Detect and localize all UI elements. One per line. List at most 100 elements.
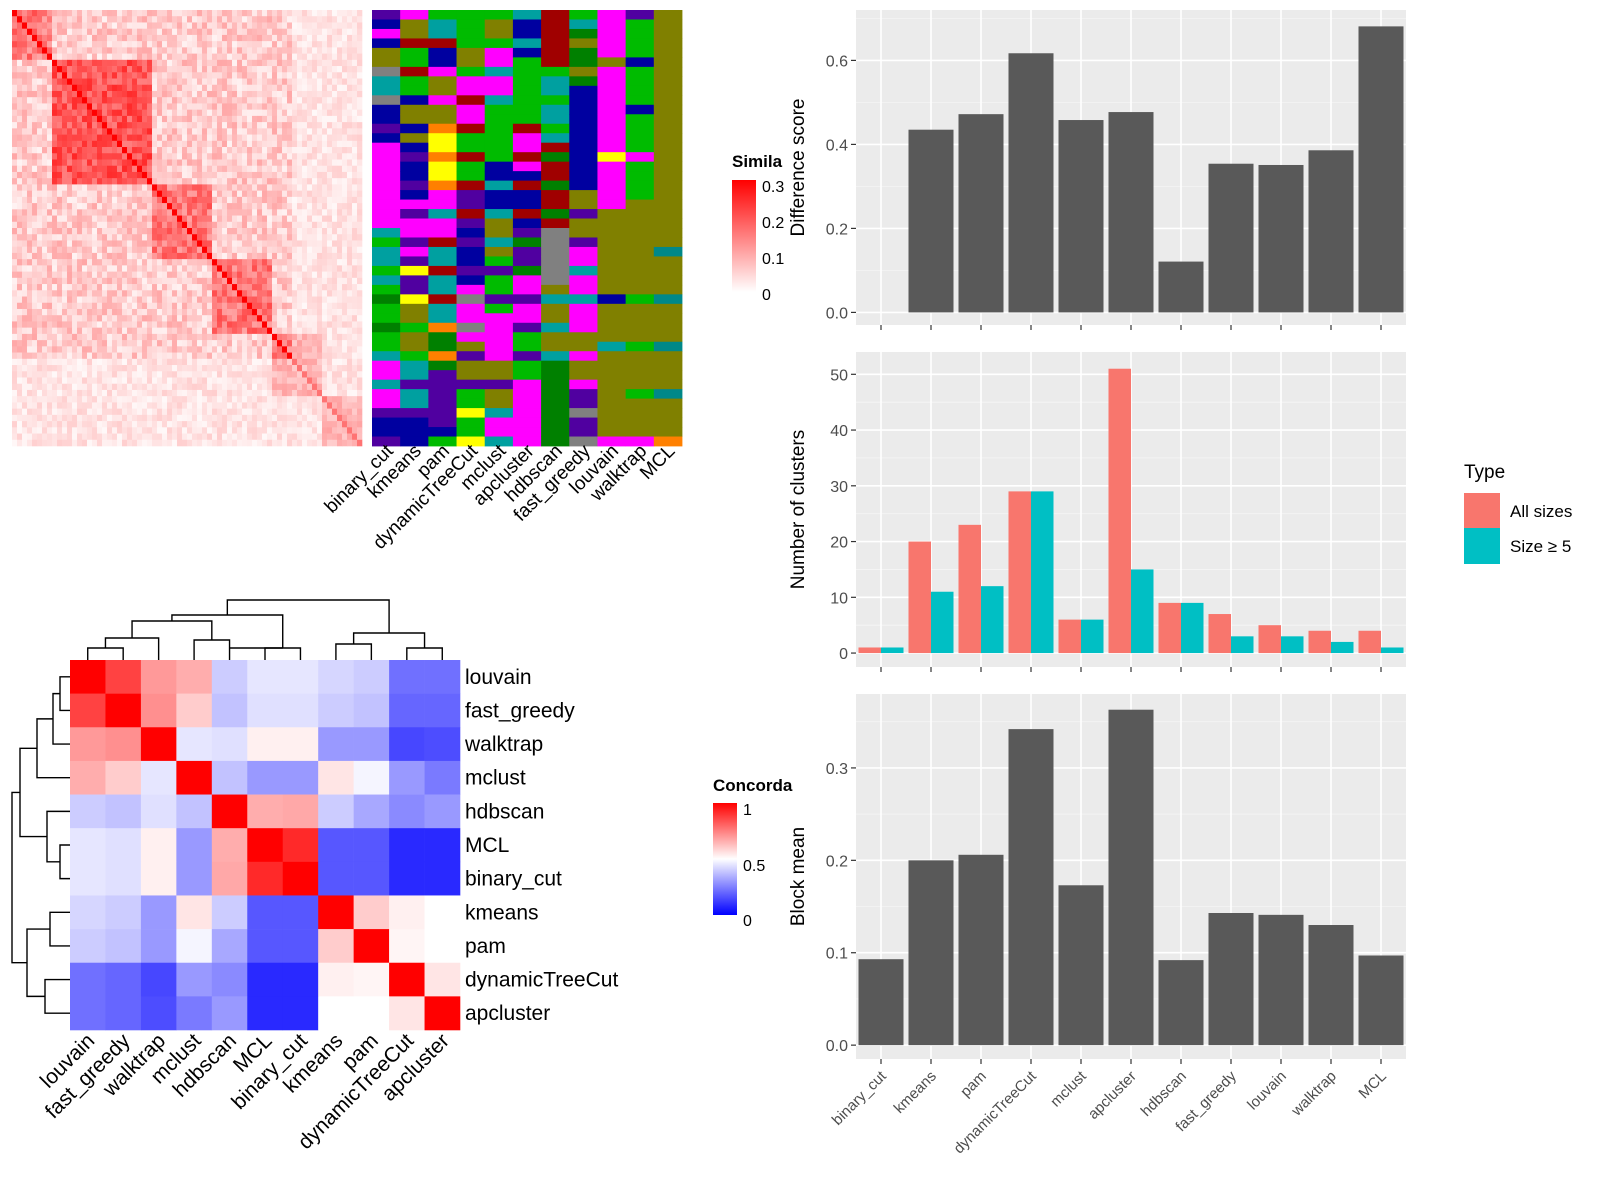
similarity-cell	[187, 115, 193, 123]
similarity-cell	[232, 302, 238, 310]
similarity-cell	[262, 47, 268, 54]
similarity-cell	[92, 178, 98, 185]
similarity-cell	[137, 327, 143, 335]
similarity-cell	[107, 165, 113, 173]
similarity-cell	[117, 90, 123, 98]
similarity-cell	[277, 140, 283, 148]
similarity-cell	[282, 53, 288, 61]
similarity-cell	[22, 302, 28, 310]
similarity-cell	[12, 290, 18, 297]
similarity-cell	[197, 414, 203, 422]
similarity-cell	[137, 159, 143, 167]
similarity-cell	[312, 28, 318, 36]
similarity-cell	[132, 184, 138, 191]
similarity-cell	[242, 414, 248, 422]
similarity-cell	[122, 271, 128, 279]
similarity-cell	[27, 308, 33, 316]
similarity-cell	[352, 10, 358, 17]
similarity-cell	[92, 66, 98, 73]
similarity-cell	[87, 389, 93, 397]
similarity-cell	[337, 396, 343, 403]
similarity-cell	[142, 259, 148, 266]
similarity-cell	[277, 228, 283, 235]
similarity-cell	[287, 72, 293, 79]
similarity-cell	[137, 333, 143, 341]
similarity-cell	[127, 165, 133, 173]
similarity-cell	[67, 59, 73, 67]
similarity-cell	[227, 277, 233, 285]
similarity-cell	[47, 265, 53, 272]
similarity-cell	[132, 203, 138, 210]
similarity-cell	[342, 439, 348, 447]
similarity-cell	[172, 296, 178, 304]
similarity-cell	[137, 421, 143, 428]
similarity-cell	[132, 178, 138, 185]
similarity-cell	[297, 408, 303, 416]
similarity-cell	[172, 290, 178, 297]
similarity-cell	[27, 122, 33, 129]
similarity-cell	[252, 97, 258, 104]
similarity-cell	[177, 433, 183, 441]
similarity-cell	[297, 171, 303, 179]
similarity-cell	[322, 171, 328, 179]
similarity-cell	[197, 97, 203, 104]
similarity-cell	[247, 72, 253, 79]
similarity-cell	[37, 377, 43, 385]
similarity-cell	[157, 308, 163, 316]
similarity-cell	[102, 352, 108, 360]
similarity-cell	[67, 414, 73, 422]
similarity-cell	[12, 371, 18, 378]
similarity-cell	[97, 333, 103, 341]
similarity-cell	[227, 115, 233, 123]
similarity-cell	[182, 271, 188, 279]
similarity-cell	[237, 165, 243, 173]
similarity-cell	[327, 296, 333, 304]
similarity-cell	[187, 97, 193, 104]
similarity-cell	[357, 47, 363, 54]
similarity-cell	[232, 109, 238, 117]
similarity-cell	[327, 140, 333, 148]
similarity-cell	[337, 34, 343, 42]
similarity-cell	[332, 284, 338, 291]
similarity-cell	[42, 352, 48, 360]
similarity-cell	[42, 427, 48, 434]
similarity-cell	[167, 265, 173, 272]
similarity-cell	[127, 90, 133, 98]
similarity-cell	[327, 84, 333, 92]
similarity-cell	[167, 427, 173, 434]
similarity-cell	[247, 22, 253, 29]
similarity-cell	[22, 53, 28, 61]
similarity-cell	[312, 290, 318, 297]
similarity-cell	[307, 209, 313, 216]
similarity-cell	[342, 84, 348, 92]
similarity-cell	[187, 327, 193, 335]
similarity-cell	[257, 165, 263, 173]
similarity-cell	[182, 377, 188, 385]
similarity-cell	[47, 221, 53, 229]
similarity-cell	[312, 421, 318, 428]
similarity-cell	[232, 346, 238, 353]
similarity-cell	[177, 109, 183, 117]
similarity-cell	[52, 296, 58, 304]
similarity-cell	[107, 122, 113, 129]
similarity-cell	[247, 134, 253, 142]
similarity-cell	[42, 47, 48, 54]
similarity-cell	[332, 41, 338, 48]
similarity-cell	[177, 414, 183, 422]
similarity-cell	[312, 66, 318, 73]
similarity-cell	[12, 333, 18, 341]
similarity-cell	[317, 122, 323, 129]
similarity-cell	[72, 159, 78, 167]
similarity-cell	[152, 184, 158, 191]
similarity-cell	[302, 109, 308, 117]
similarity-cell	[122, 265, 128, 272]
similarity-cell	[32, 90, 38, 98]
similarity-cell	[112, 271, 118, 279]
similarity-cell	[152, 153, 158, 160]
similarity-cell	[117, 277, 123, 285]
similarity-cell	[152, 308, 158, 316]
similarity-cell	[272, 296, 278, 304]
similarity-cell	[277, 302, 283, 310]
similarity-cell	[247, 97, 253, 104]
similarity-cell	[177, 178, 183, 185]
